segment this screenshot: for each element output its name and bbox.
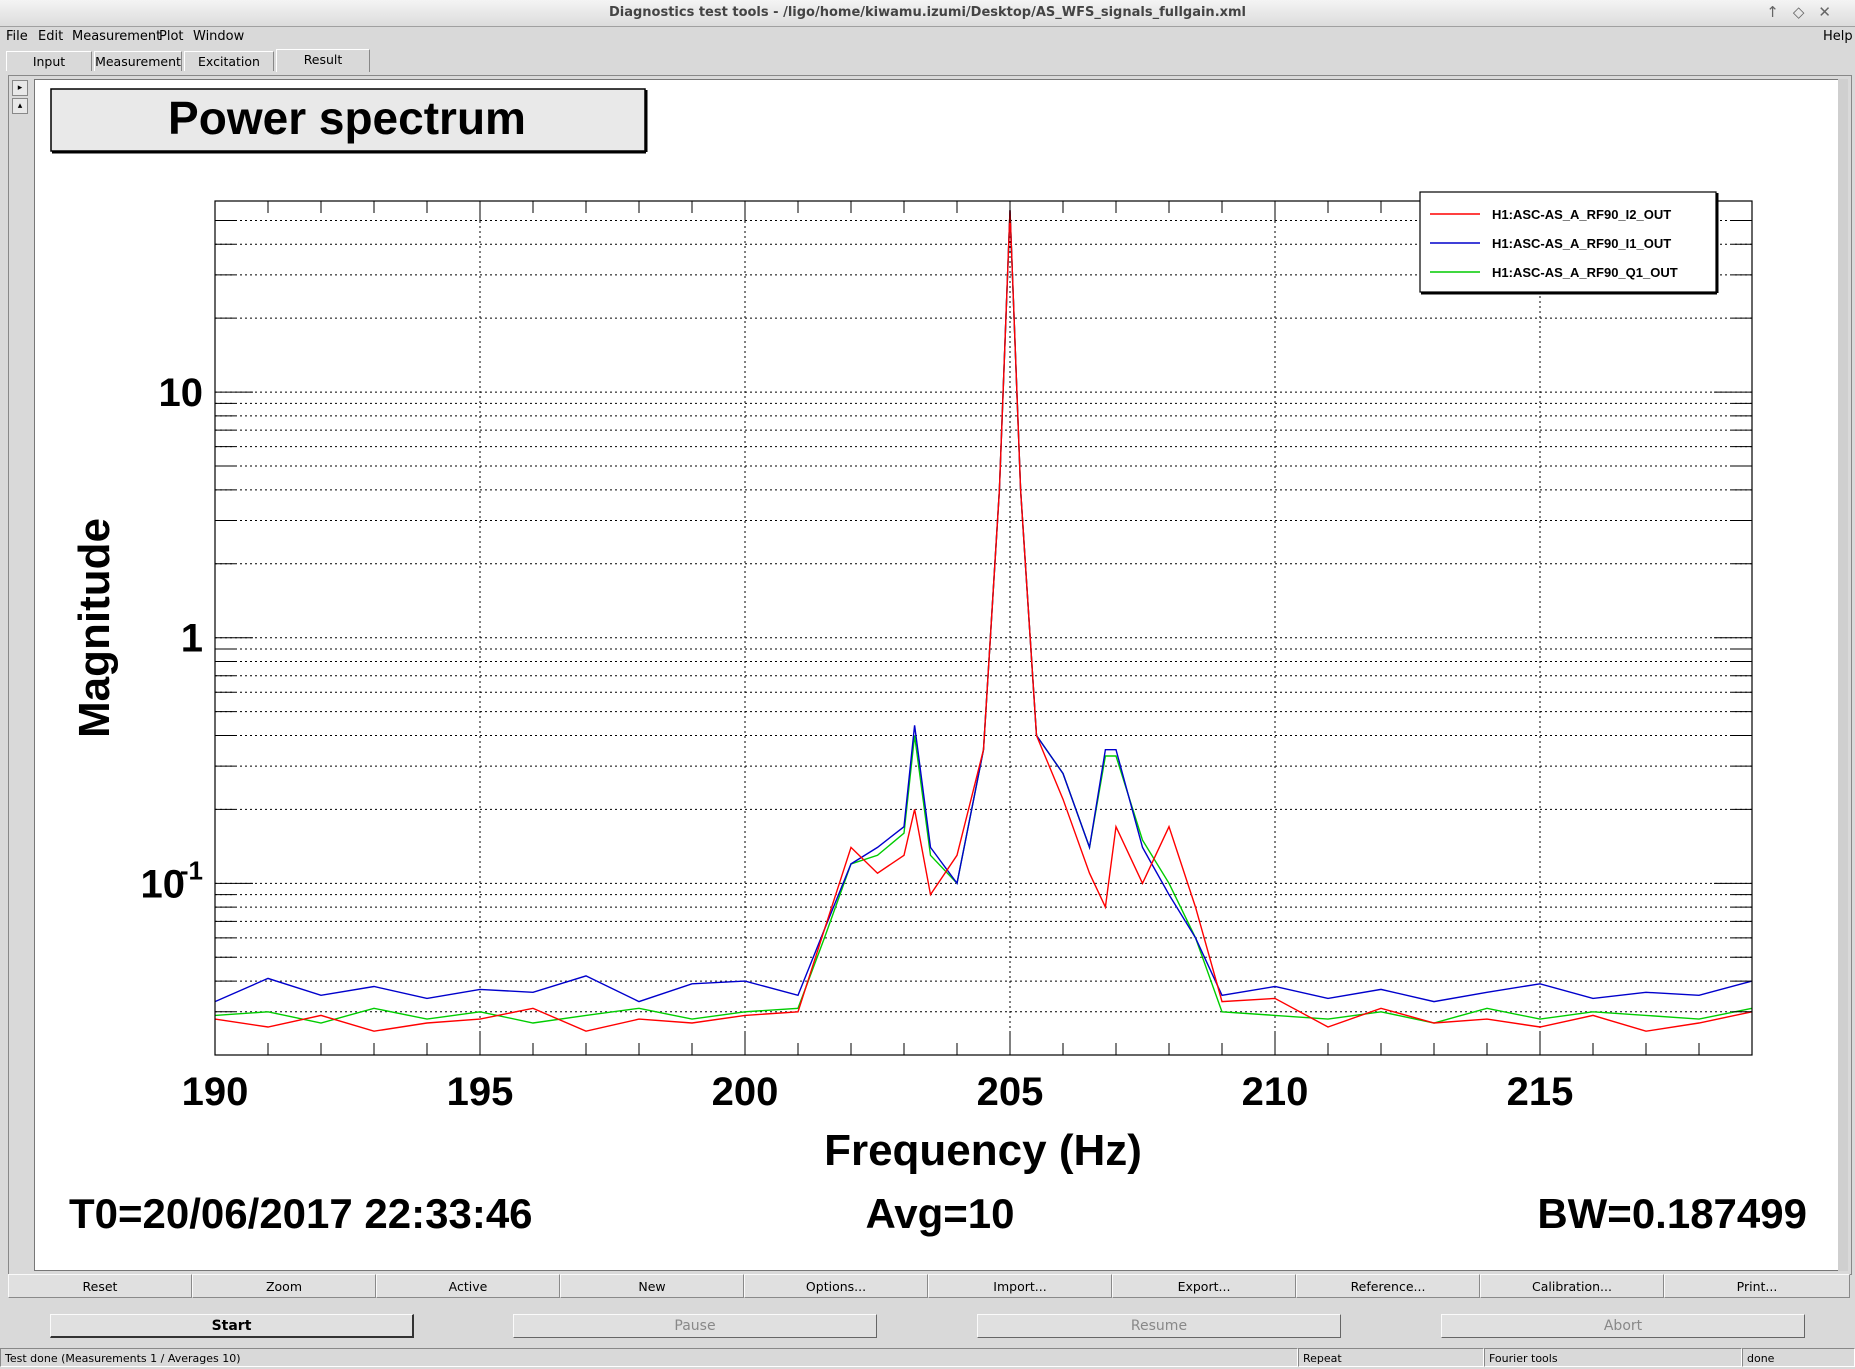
legend-label: H1:ASC-AS_A_RF90_Q1_OUT (1492, 265, 1678, 280)
active-button[interactable]: Active (376, 1274, 560, 1298)
menu-measurement[interactable]: Measurement (72, 29, 162, 44)
window-controls: ↑◇✕ (1766, 3, 1845, 21)
menu-file[interactable]: File (6, 29, 28, 44)
import-button[interactable]: Import... (928, 1274, 1112, 1298)
status-mode: Repeat (1298, 1348, 1484, 1367)
status-state: done (1742, 1348, 1855, 1367)
menu-edit[interactable]: Edit (38, 29, 64, 44)
menu-plot[interactable]: Plot (159, 29, 184, 44)
minimize-icon[interactable]: ↑ (1766, 3, 1793, 21)
tab-result[interactable]: Result (276, 49, 370, 72)
tab-measurement[interactable]: Measurement (94, 51, 182, 71)
window-title: Diagnostics test tools - /ligo/home/kiwa… (608, 5, 1247, 20)
maximize-icon[interactable]: ◇ (1792, 3, 1819, 21)
reset-button[interactable]: Reset (8, 1274, 192, 1298)
window-titlebar: Diagnostics test tools - /ligo/home/kiwa… (0, 0, 1855, 27)
y-axis-label: Magnitude (70, 518, 119, 738)
series-line (214, 210, 1753, 1032)
start-button[interactable]: Start (50, 1314, 414, 1338)
footer-bw: BW=0.187499 (1537, 1190, 1807, 1237)
legend-box (1419, 191, 1717, 293)
x-tick-label: 210 (1242, 1070, 1309, 1114)
status-tool: Fourier tools (1484, 1348, 1742, 1367)
measurement-control-bar: Start Pause Resume Abort (0, 1314, 1855, 1344)
x-tick-label: 195 (447, 1070, 514, 1114)
expand-right-icon[interactable]: ▸ (12, 80, 28, 96)
menu-help[interactable]: Help (1823, 29, 1853, 44)
plot-frame (214, 200, 1753, 1056)
legend-label: H1:ASC-AS_A_RF90_I1_OUT (1492, 236, 1671, 251)
power-spectrum-plot: Power spectrum 190 195 200 205 210 21510110-1… (50, 88, 1807, 1237)
x-tick-label: 215 (1507, 1070, 1574, 1114)
footer-avg: Avg=10 (865, 1190, 1014, 1237)
status-message: Test done (Measurements 1 / Averages 10) (0, 1348, 1298, 1367)
plot-legend: H1:ASC-AS_A_RF90_I2_OUT H1:ASC-AS_A_RF90_… (1419, 191, 1719, 295)
abort-button[interactable]: Abort (1441, 1314, 1805, 1338)
plot-canvas[interactable]: Power spectrum 190 195 200 205 210 215 10 1 10 -1… (34, 79, 1848, 1271)
x-axis-label: Frequency (Hz) (824, 1126, 1142, 1175)
close-icon[interactable]: ✕ (1818, 3, 1845, 21)
footer-t0: T0=20/06/2017 22:33:46 (69, 1190, 533, 1237)
expand-up-icon[interactable]: ▴ (12, 98, 28, 114)
resume-button[interactable]: Resume (977, 1314, 1341, 1338)
vertical-scrollbar[interactable] (1838, 79, 1848, 1271)
status-bar: Test done (Measurements 1 / Averages 10)… (0, 1348, 1855, 1369)
menu-bar: File Edit Measurement Plot Window Help (0, 27, 1855, 48)
print-button[interactable]: Print... (1664, 1274, 1850, 1298)
plot-title-box (50, 88, 646, 152)
x-tick-label: 200 (712, 1070, 779, 1114)
pause-button[interactable]: Pause (513, 1314, 877, 1338)
y-tick-label: 10 (141, 862, 186, 906)
plot-action-bar: Reset Zoom Active New Options... Import.… (8, 1274, 1852, 1300)
tab-input[interactable]: Input (6, 51, 92, 71)
new-button[interactable]: New (560, 1274, 744, 1298)
reference-button[interactable]: Reference... (1296, 1274, 1480, 1298)
plot-title: Power spectrum (168, 92, 526, 144)
zoom-button[interactable]: Zoom (192, 1274, 376, 1298)
menu-window[interactable]: Window (193, 29, 245, 44)
tab-excitation[interactable]: Excitation (184, 51, 274, 71)
options-button[interactable]: Options... (744, 1274, 928, 1298)
x-tick-label: 205 (977, 1070, 1044, 1114)
y-tick-label: 10 (159, 371, 204, 415)
series-line (214, 210, 1753, 1024)
export-button[interactable]: Export... (1112, 1274, 1296, 1298)
y-tick-label: 1 (181, 617, 203, 661)
plot-series (214, 210, 1753, 1032)
x-tick-label: 190 (182, 1070, 249, 1114)
calibration-button[interactable]: Calibration... (1480, 1274, 1664, 1298)
legend-label: H1:ASC-AS_A_RF90_I2_OUT (1492, 207, 1671, 222)
y-tick-exponent: -1 (180, 855, 203, 885)
plot-grid (215, 200, 1752, 1056)
